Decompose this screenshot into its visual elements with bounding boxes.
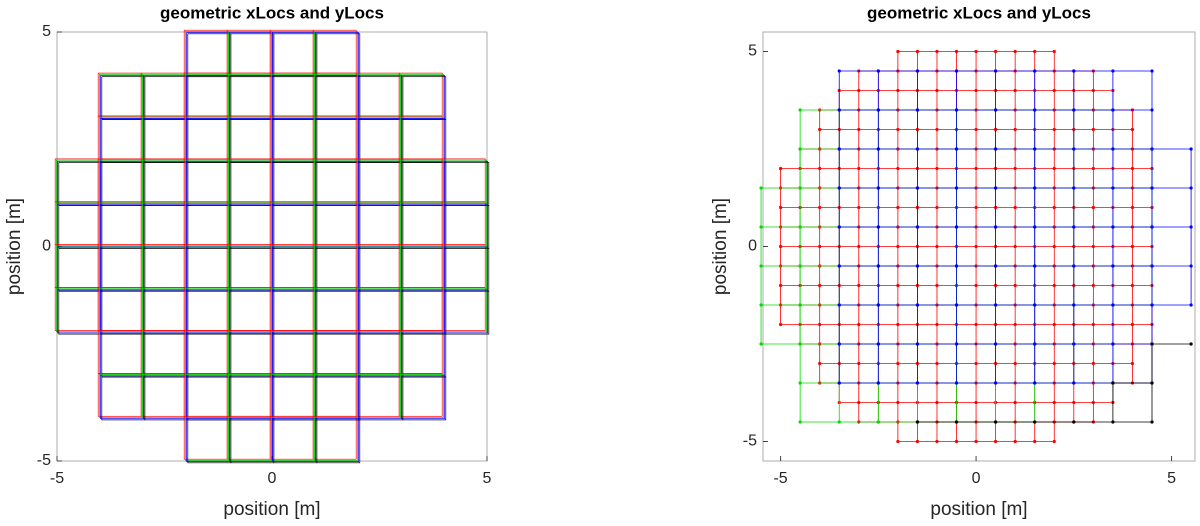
y-tick-label: -5 [743, 433, 757, 450]
lattice-point [1111, 420, 1115, 424]
lattice-point [896, 439, 900, 444]
cell [402, 376, 447, 421]
x-tick-label: -5 [50, 470, 64, 487]
cell [444, 289, 488, 334]
y-tick-label: 0 [42, 238, 51, 255]
lattice-point [798, 420, 802, 424]
x-axis-label: position [m] [223, 499, 320, 520]
y-tick-label: -5 [37, 452, 51, 469]
cell [398, 373, 443, 417]
chart-title: geometric xLocs and yLocs [160, 3, 384, 22]
lattice-point [1033, 420, 1037, 424]
x-tick-label: -5 [773, 470, 787, 487]
y-tick-label: 5 [748, 43, 757, 60]
lattice-point [915, 381, 920, 385]
cell [315, 418, 359, 462]
lattice-point [1013, 439, 1017, 444]
y-tick-label: 0 [748, 238, 757, 255]
lattice-point [837, 420, 841, 424]
lattice-point [994, 439, 998, 444]
cell [443, 288, 487, 333]
y-tick-label: 5 [42, 23, 51, 40]
lattice-point [876, 420, 880, 424]
cell [401, 375, 445, 420]
lattice-point [759, 342, 763, 346]
x-tick-label: 0 [268, 470, 277, 487]
lattice-point [778, 322, 783, 327]
x-tick-label: 0 [972, 470, 981, 487]
axes-box [56, 31, 488, 462]
cell [316, 419, 361, 464]
lattice-point [994, 420, 998, 424]
x-tick-label: 5 [483, 470, 492, 487]
lattice-point [1189, 342, 1193, 346]
lattice-point [1150, 420, 1154, 424]
cell [445, 290, 490, 335]
x-axis-label: position [m] [930, 499, 1027, 520]
lattice-point [954, 439, 959, 444]
lattice-point [974, 439, 978, 444]
chart-title: geometric xLocs and yLocs [867, 3, 1091, 22]
lattice-point [954, 420, 959, 424]
lattice-point [954, 381, 959, 385]
lattice-point [1189, 303, 1193, 307]
cell [441, 287, 486, 331]
lattice-point [915, 420, 920, 424]
y-axis-label: position [m] [4, 198, 25, 295]
cell [400, 374, 444, 418]
lattice-point [1072, 381, 1076, 385]
x-tick-label: 5 [1167, 470, 1176, 487]
cell [314, 417, 358, 461]
lattice-point [1033, 381, 1037, 385]
lattice-point [876, 381, 880, 385]
lattice-point [915, 439, 920, 444]
lattice-point [1052, 439, 1056, 444]
lattice-point [994, 381, 998, 385]
lattice-point [837, 381, 841, 385]
lattice-point [1033, 439, 1037, 444]
lattice-point [935, 439, 939, 444]
lattice-point [1072, 420, 1076, 424]
y-axis-label: position [m] [710, 198, 731, 295]
cell [312, 415, 357, 460]
